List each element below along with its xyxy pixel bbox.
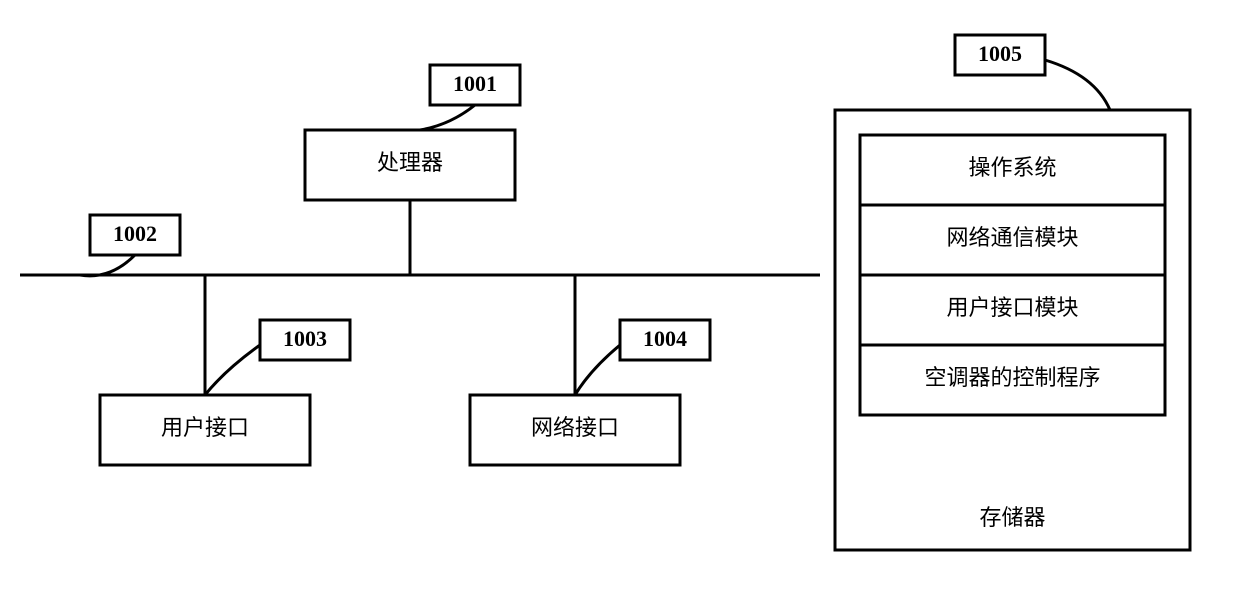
storage-row-label: 空调器的控制程序 [924, 365, 1100, 390]
ref-label-1001: 1001 [453, 71, 497, 96]
architecture-diagram: 处理器用户接口 网络接口 操作系统网络通信模块用户接口模块空调器的控制程序存储器 10… [0, 0, 1239, 601]
processor-label: 处理器 [377, 150, 443, 175]
ref-leader-1004 [575, 345, 620, 395]
ref-label-1002: 1002 [113, 221, 157, 246]
ref-label-1004: 1004 [643, 326, 687, 351]
ref-label-1003: 1003 [283, 326, 327, 351]
ref-leader-1005 [1045, 60, 1110, 110]
storage-row-label: 用户接口模块 [946, 295, 1078, 320]
storage-label: 存储器 [979, 505, 1045, 530]
user-interface-label: 用户接口 [161, 415, 249, 440]
ref-leader-1001 [420, 105, 475, 130]
ref-label-1005: 1005 [978, 41, 1022, 66]
ref-leader-1002 [80, 255, 135, 276]
ref-leader-1003 [205, 345, 260, 395]
network-interface-label: 网络接口 [531, 415, 619, 440]
storage-row-label: 操作系统 [968, 155, 1056, 180]
storage-row-label: 网络通信模块 [946, 225, 1078, 250]
